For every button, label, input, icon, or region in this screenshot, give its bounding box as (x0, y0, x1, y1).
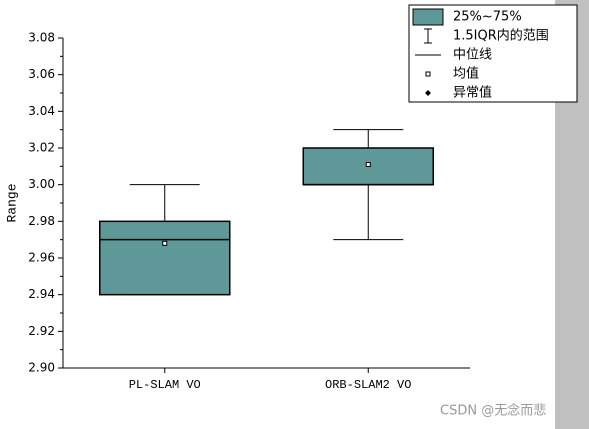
y-tick-label: 2.90 (28, 361, 55, 375)
y-tick-label: 2.92 (28, 324, 55, 338)
y-tick-label: 3.04 (28, 104, 55, 118)
legend-label: 25%~75% (453, 10, 522, 25)
mean-marker (162, 240, 168, 246)
legend-outlier-icon (425, 90, 431, 96)
legend-swatch (412, 8, 444, 26)
legend-whisker-icon (424, 28, 432, 44)
x-tick-label: PL-SLAM VO (129, 378, 201, 392)
y-tick-label: 3.08 (28, 31, 55, 45)
legend-label: 均值 (453, 66, 479, 82)
legend-label: 1.5IQR内的范围 (453, 28, 549, 44)
y-tick-label: 3.00 (28, 177, 55, 191)
box (99, 220, 231, 296)
legend-mean-icon (425, 71, 431, 77)
y-tick-label: 3.06 (28, 67, 55, 81)
legend-label: 中位线 (453, 48, 492, 63)
y-tick-label: 3.02 (28, 141, 55, 155)
y-tick-label: 2.94 (28, 287, 55, 301)
legend-label: 异常值 (453, 85, 492, 101)
y-tick-label: 2.98 (28, 214, 55, 228)
mean-marker (365, 162, 371, 167)
y-tick-label: 2.96 (28, 251, 55, 265)
x-tick-label: ORB-SLAM2 VO (325, 378, 411, 392)
watermark: CSDN @无念而悲 (440, 403, 546, 419)
y-axis-label: Range (4, 183, 19, 222)
legend (408, 4, 578, 103)
